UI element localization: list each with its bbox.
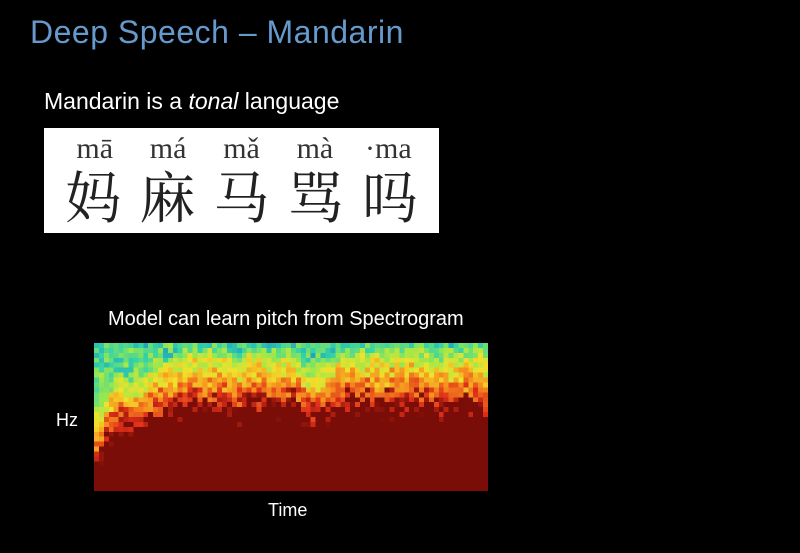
hanzi-cell: 马 [204, 166, 278, 225]
subtitle-suffix: language [238, 88, 339, 114]
spectrogram-caption: Model can learn pitch from Spectrogram [108, 308, 464, 331]
spectrogram-ylabel: Hz [56, 410, 78, 431]
subtitle-tonal: Mandarin is a tonal language [44, 88, 339, 115]
slide-title: Deep Speech – Mandarin [30, 14, 404, 51]
hanzi-cell: 骂 [279, 166, 353, 225]
hanzi-cell: 麻 [130, 166, 204, 225]
hanzi-cell: 妈 [56, 166, 130, 225]
subtitle-emph: tonal [188, 88, 238, 114]
spectrogram-xlabel: Time [268, 500, 307, 521]
subtitle-prefix: Mandarin is a [44, 88, 188, 114]
hanzi-row: 妈 麻 马 骂 吗 [54, 166, 429, 225]
tones-table: mā má mǎ mà ·ma 妈 麻 马 骂 吗 [44, 128, 439, 233]
slide: Deep Speech – Mandarin Mandarin is a ton… [0, 0, 800, 553]
hanzi-cell: 吗 [353, 166, 427, 225]
spectrogram [94, 343, 488, 491]
